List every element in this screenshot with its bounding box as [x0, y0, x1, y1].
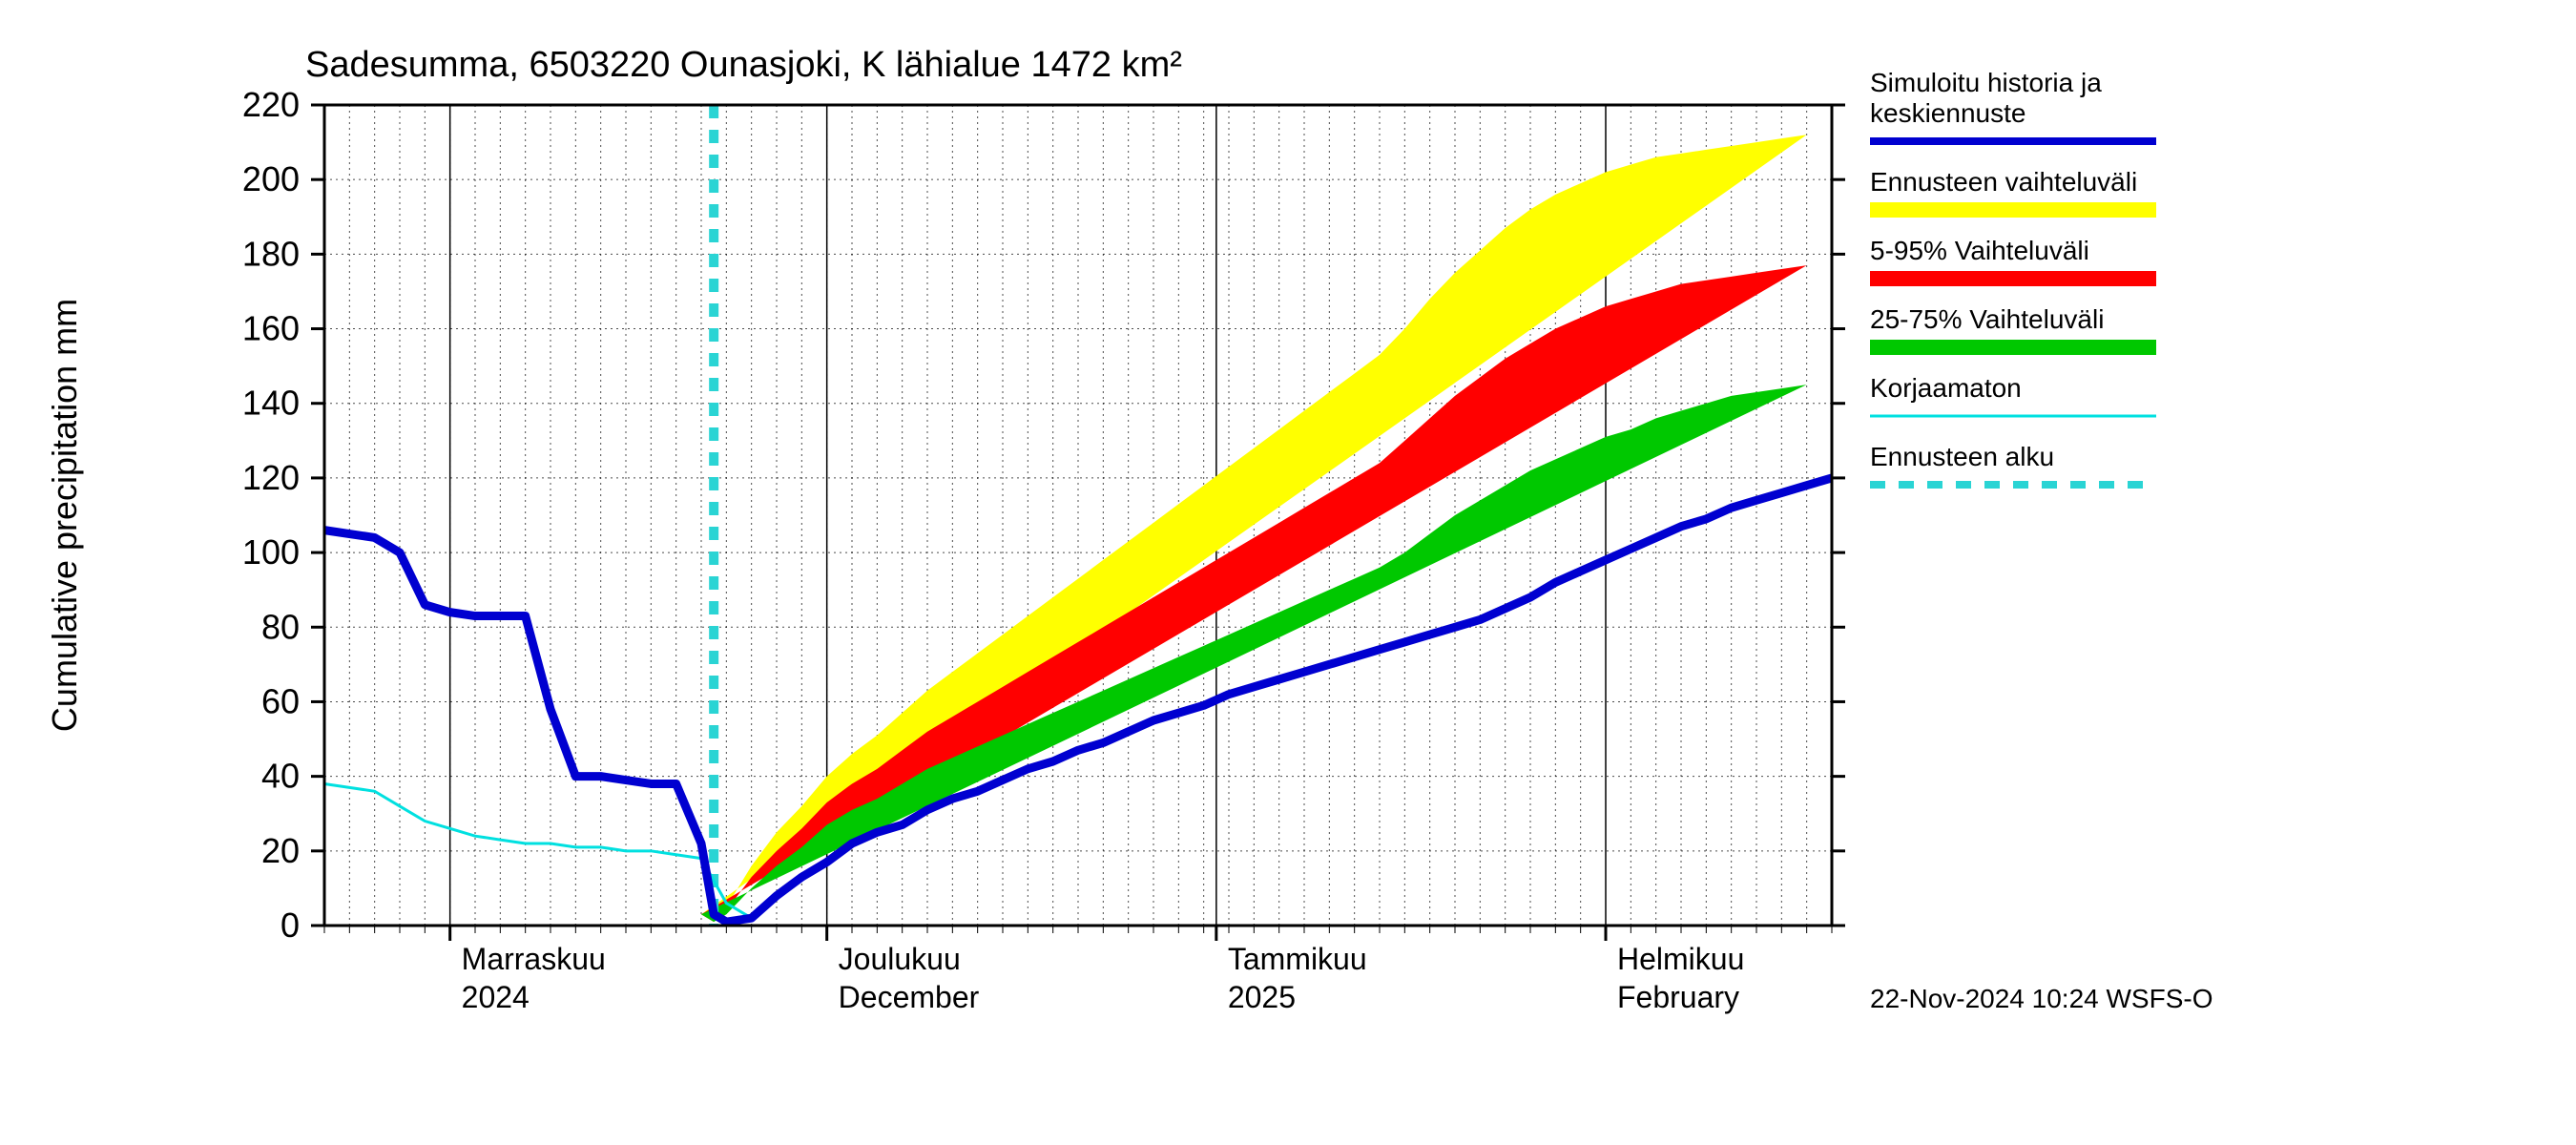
- chart-svg: 0 20 40 60 80 100 120 140 160 180 200 220 Marraskuu 2…: [0, 0, 2576, 1145]
- ytick-label: 140: [242, 384, 300, 423]
- legend-swatch: [1870, 340, 2156, 355]
- month-label-2: February: [1617, 980, 1739, 1014]
- ytick-label: 80: [261, 607, 300, 646]
- legend-label: Simuloitu historia ja: [1870, 68, 2102, 97]
- chart-title: Sadesumma, 6503220 Ounasjoki, K lähialue…: [305, 45, 1182, 85]
- ytick-label: 40: [261, 757, 300, 796]
- month-label-2: 2024: [462, 980, 530, 1014]
- chart-container: 0 20 40 60 80 100 120 140 160 180 200 220 Marraskuu 2…: [0, 0, 2576, 1145]
- legend-label: Korjaamaton: [1870, 373, 2022, 403]
- legend-swatch: [1870, 202, 2156, 218]
- legend-swatch: [1870, 271, 2156, 286]
- legend-label: 5-95% Vaihteluväli: [1870, 236, 2089, 265]
- month-label-1: Helmikuu: [1617, 942, 1744, 976]
- ytick-label: 60: [261, 681, 300, 720]
- month-label-1: Tammikuu: [1228, 942, 1367, 976]
- month-label-1: Marraskuu: [462, 942, 606, 976]
- legend-label: Ennusteen vaihteluväli: [1870, 167, 2137, 197]
- ytick-label: 220: [242, 85, 300, 124]
- ytick-label: 100: [242, 532, 300, 572]
- legend-label: keskiennuste: [1870, 98, 2025, 128]
- month-label-2: December: [839, 980, 980, 1014]
- ytick-label: 160: [242, 309, 300, 348]
- ytick-label: 120: [242, 458, 300, 497]
- y-axis-label: Cumulative precipitation mm: [45, 299, 84, 732]
- month-label-1: Joulukuu: [839, 942, 961, 976]
- ytick-label: 180: [242, 234, 300, 273]
- legend-label: 25-75% Vaihteluväli: [1870, 304, 2104, 334]
- legend-label: Ennusteen alku: [1870, 442, 2054, 471]
- ytick-label: 20: [261, 831, 300, 870]
- month-label-2: 2025: [1228, 980, 1296, 1014]
- ytick-label: 200: [242, 159, 300, 198]
- footer-timestamp: 22-Nov-2024 10:24 WSFS-O: [1870, 984, 2213, 1013]
- ytick-label: 0: [280, 906, 300, 945]
